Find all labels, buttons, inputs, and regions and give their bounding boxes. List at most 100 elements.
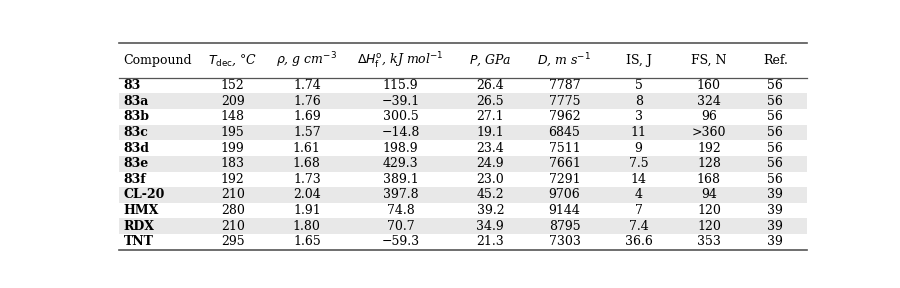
Text: 120: 120 [697, 220, 721, 233]
Text: 56: 56 [768, 126, 783, 139]
Text: 39: 39 [768, 220, 783, 233]
Text: 9: 9 [634, 142, 643, 155]
Text: 83f: 83f [123, 173, 147, 186]
Text: 3: 3 [634, 110, 643, 123]
Text: IS, J: IS, J [626, 54, 652, 67]
Text: 4: 4 [634, 188, 643, 202]
Text: 7962: 7962 [549, 110, 580, 123]
Text: 23.4: 23.4 [476, 142, 504, 155]
Text: 353: 353 [697, 235, 721, 248]
Text: 9706: 9706 [549, 188, 580, 202]
Text: 192: 192 [697, 142, 721, 155]
Text: TNT: TNT [123, 235, 154, 248]
Text: 7661: 7661 [549, 157, 580, 170]
Text: 26.4: 26.4 [476, 79, 504, 92]
Text: 7775: 7775 [549, 95, 580, 108]
Text: 56: 56 [768, 142, 783, 155]
Text: 1.73: 1.73 [293, 173, 320, 186]
Text: 21.3: 21.3 [476, 235, 504, 248]
Text: 14: 14 [631, 173, 647, 186]
Text: 7.5: 7.5 [629, 157, 649, 170]
Text: 56: 56 [768, 157, 783, 170]
Text: Ref.: Ref. [763, 54, 788, 67]
Bar [120, 187, 806, 203]
Text: RDX: RDX [123, 220, 155, 233]
Text: 83c: 83c [123, 126, 148, 139]
Text: 70.7: 70.7 [387, 220, 414, 233]
Text: 195: 195 [220, 126, 245, 139]
Text: 115.9: 115.9 [382, 79, 418, 92]
Text: 192: 192 [220, 173, 245, 186]
Text: 397.8: 397.8 [382, 188, 418, 202]
Text: 128: 128 [697, 157, 721, 170]
Text: 7511: 7511 [549, 142, 580, 155]
Text: 280: 280 [220, 204, 245, 217]
Text: 8795: 8795 [549, 220, 580, 233]
Text: 39: 39 [768, 235, 783, 248]
Text: 8: 8 [634, 95, 643, 108]
Text: 148: 148 [220, 110, 245, 123]
Bar [120, 125, 806, 140]
Text: >360: >360 [692, 126, 726, 139]
Text: 9144: 9144 [549, 204, 580, 217]
Text: 1.65: 1.65 [293, 235, 320, 248]
Text: 2.04: 2.04 [293, 188, 320, 202]
Text: $P$, GPa: $P$, GPa [469, 53, 511, 68]
Text: 1.61: 1.61 [292, 142, 320, 155]
Text: 11: 11 [631, 126, 647, 139]
Text: 1.80: 1.80 [292, 220, 320, 233]
Text: 83d: 83d [123, 142, 149, 155]
Text: 152: 152 [220, 79, 245, 92]
Text: 19.1: 19.1 [476, 126, 504, 139]
Text: 56: 56 [768, 79, 783, 92]
Text: 39: 39 [768, 204, 783, 217]
Text: 168: 168 [697, 173, 721, 186]
Text: 7303: 7303 [549, 235, 580, 248]
Text: $D$, m s$^{-1}$: $D$, m s$^{-1}$ [537, 52, 591, 70]
Text: 7: 7 [634, 204, 643, 217]
Text: 7787: 7787 [549, 79, 580, 92]
Text: 300.5: 300.5 [382, 110, 418, 123]
Text: 120: 120 [697, 204, 721, 217]
Text: 199: 199 [220, 142, 245, 155]
Text: 5: 5 [634, 79, 643, 92]
Text: 1.76: 1.76 [293, 95, 320, 108]
Text: $\rho$, g cm$^{-3}$: $\rho$, g cm$^{-3}$ [276, 51, 338, 71]
Text: 39: 39 [768, 188, 783, 202]
Text: 210: 210 [220, 188, 245, 202]
Text: FS, N: FS, N [691, 54, 726, 67]
Text: 83b: 83b [123, 110, 149, 123]
Text: 295: 295 [220, 235, 245, 248]
Text: 24.9: 24.9 [476, 157, 504, 170]
Bar [120, 218, 806, 234]
Text: 210: 210 [220, 220, 245, 233]
Text: $T_{\mathrm{dec}}$, °C: $T_{\mathrm{dec}}$, °C [208, 53, 257, 68]
Text: 83e: 83e [123, 157, 148, 170]
Text: 56: 56 [768, 110, 783, 123]
Text: 83: 83 [123, 79, 141, 92]
Text: 429.3: 429.3 [382, 157, 418, 170]
Text: −39.1: −39.1 [382, 95, 419, 108]
Text: Compound: Compound [123, 54, 193, 67]
Text: 34.9: 34.9 [476, 220, 504, 233]
Text: 7.4: 7.4 [629, 220, 649, 233]
Text: 209: 209 [220, 95, 245, 108]
Text: 94: 94 [701, 188, 717, 202]
Text: 183: 183 [220, 157, 245, 170]
Text: 1.74: 1.74 [293, 79, 320, 92]
Text: CL-20: CL-20 [123, 188, 165, 202]
Text: HMX: HMX [123, 204, 159, 217]
Bar [120, 93, 806, 109]
Text: 83a: 83a [123, 95, 149, 108]
Text: 45.2: 45.2 [476, 188, 504, 202]
Text: 26.5: 26.5 [476, 95, 504, 108]
Text: 6845: 6845 [549, 126, 580, 139]
Text: 56: 56 [768, 95, 783, 108]
Text: 74.8: 74.8 [387, 204, 414, 217]
Text: 1.91: 1.91 [293, 204, 320, 217]
Text: 23.0: 23.0 [476, 173, 504, 186]
Text: 1.68: 1.68 [292, 157, 320, 170]
Text: 160: 160 [697, 79, 721, 92]
Text: 324: 324 [697, 95, 721, 108]
Text: 27.1: 27.1 [476, 110, 504, 123]
